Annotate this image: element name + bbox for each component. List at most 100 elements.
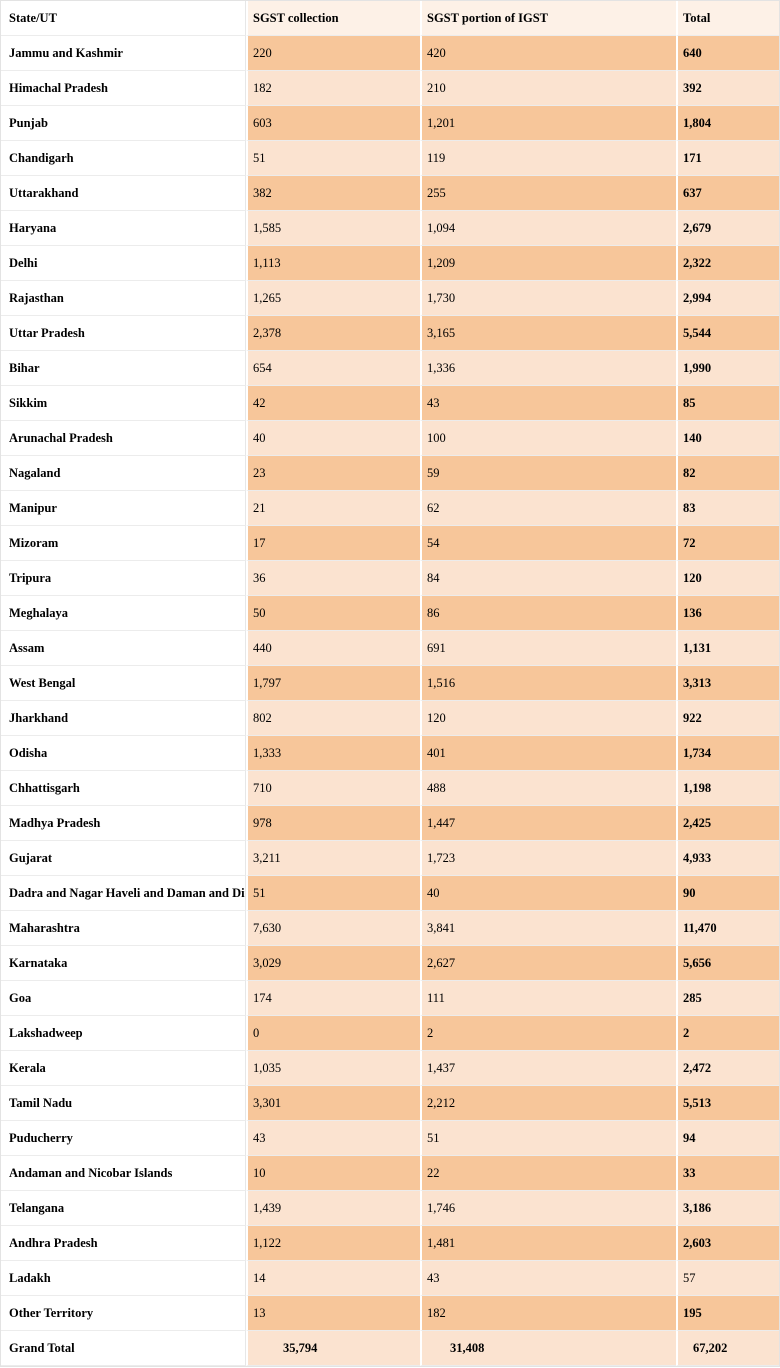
state-name-cell: Meghalaya <box>1 596 246 631</box>
grand-total-label-cell: Grand Total <box>1 1331 246 1366</box>
state-name-cell: Gujarat <box>1 841 246 876</box>
total-value: 1,198 <box>676 771 779 806</box>
igst-portion-value: 100 <box>420 421 676 456</box>
state-name-cell: Puducherry <box>1 1121 246 1156</box>
state-name-cell: Jharkhand <box>1 701 246 736</box>
total-value: 57 <box>676 1261 779 1296</box>
sgst-collection-value: 1,585 <box>246 211 420 246</box>
sgst-collection-value: 21 <box>246 491 420 526</box>
igst-portion-value: 1,730 <box>420 281 676 316</box>
table-row: Mizoram 17 54 72 <box>1 526 779 561</box>
state-name-cell: Dadra and Nagar Haveli and Daman and Diu <box>1 876 246 911</box>
state-name-cell: Arunachal Pradesh <box>1 421 246 456</box>
sgst-collection-value: 23 <box>246 456 420 491</box>
total-value: 3,186 <box>676 1191 779 1226</box>
grand-total-igst-value: 31,408 <box>420 1331 676 1366</box>
total-value: 285 <box>676 981 779 1016</box>
table-row: Uttar Pradesh 2,378 3,165 5,544 <box>1 316 779 351</box>
table-header: State/UT SGST collection SGST portion of… <box>1 1 779 36</box>
total-value: 140 <box>676 421 779 456</box>
total-value: 5,544 <box>676 316 779 351</box>
table-row: Other Territory 13 182 195 <box>1 1296 779 1331</box>
sgst-collection-value: 1,035 <box>246 1051 420 1086</box>
state-name-cell: Mizoram <box>1 526 246 561</box>
column-header-sgst-portion-igst: SGST portion of IGST <box>420 1 676 36</box>
table-row: West Bengal 1,797 1,516 3,313 <box>1 666 779 701</box>
sgst-collection-value: 802 <box>246 701 420 736</box>
sgst-collection-value: 10 <box>246 1156 420 1191</box>
igst-portion-value: 62 <box>420 491 676 526</box>
table-row: Ladakh 14 43 57 <box>1 1261 779 1296</box>
sgst-collection-value: 182 <box>246 71 420 106</box>
table-row: Maharashtra 7,630 3,841 11,470 <box>1 911 779 946</box>
table-row: Meghalaya 50 86 136 <box>1 596 779 631</box>
table-row: Goa 174 111 285 <box>1 981 779 1016</box>
state-name-cell: Kerala <box>1 1051 246 1086</box>
total-value: 2,603 <box>676 1226 779 1261</box>
igst-portion-value: 40 <box>420 876 676 911</box>
igst-portion-value: 84 <box>420 561 676 596</box>
igst-portion-value: 54 <box>420 526 676 561</box>
state-name-cell: Tamil Nadu <box>1 1086 246 1121</box>
igst-portion-value: 1,336 <box>420 351 676 386</box>
igst-portion-value: 2,212 <box>420 1086 676 1121</box>
total-value: 5,513 <box>676 1086 779 1121</box>
state-name-cell: Telangana <box>1 1191 246 1226</box>
state-name-cell: Madhya Pradesh <box>1 806 246 841</box>
total-value: 5,656 <box>676 946 779 981</box>
state-name-cell: Jammu and Kashmir <box>1 36 246 71</box>
igst-portion-value: 401 <box>420 736 676 771</box>
table-row: Sikkim 42 43 85 <box>1 386 779 421</box>
state-name-cell: Andaman and Nicobar Islands <box>1 1156 246 1191</box>
sgst-collection-value: 654 <box>246 351 420 386</box>
state-name-cell: Delhi <box>1 246 246 281</box>
total-value: 195 <box>676 1296 779 1331</box>
table-row: Andaman and Nicobar Islands 10 22 33 <box>1 1156 779 1191</box>
total-value: 3,313 <box>676 666 779 701</box>
igst-portion-value: 182 <box>420 1296 676 1331</box>
table-row: Arunachal Pradesh 40 100 140 <box>1 421 779 456</box>
sgst-collection-value: 1,122 <box>246 1226 420 1261</box>
column-header-state-ut: State/UT <box>1 1 246 36</box>
state-name-cell: Goa <box>1 981 246 1016</box>
total-value: 72 <box>676 526 779 561</box>
total-value: 2,472 <box>676 1051 779 1086</box>
total-value: 922 <box>676 701 779 736</box>
grand-total-total-value: 67,202 <box>676 1331 779 1366</box>
sgst-collection-value: 382 <box>246 176 420 211</box>
total-value: 1,131 <box>676 631 779 666</box>
igst-portion-value: 3,841 <box>420 911 676 946</box>
state-name-cell: Karnataka <box>1 946 246 981</box>
igst-portion-value: 2 <box>420 1016 676 1051</box>
sgst-collection-value: 40 <box>246 421 420 456</box>
igst-portion-value: 59 <box>420 456 676 491</box>
total-value: 637 <box>676 176 779 211</box>
sgst-collection-value: 3,211 <box>246 841 420 876</box>
state-name-cell: Nagaland <box>1 456 246 491</box>
igst-portion-value: 1,723 <box>420 841 676 876</box>
total-value: 120 <box>676 561 779 596</box>
sgst-collection-value: 50 <box>246 596 420 631</box>
sgst-collection-value: 0 <box>246 1016 420 1051</box>
grand-total-row: Grand Total 35,794 31,408 67,202 <box>1 1331 779 1366</box>
state-name-cell: Odisha <box>1 736 246 771</box>
state-name-cell: Rajasthan <box>1 281 246 316</box>
igst-portion-value: 43 <box>420 1261 676 1296</box>
igst-portion-value: 1,201 <box>420 106 676 141</box>
state-name-cell: Uttar Pradesh <box>1 316 246 351</box>
state-name-cell: Ladakh <box>1 1261 246 1296</box>
sgst-collection-value: 1,439 <box>246 1191 420 1226</box>
total-value: 2,322 <box>676 246 779 281</box>
total-value: 2,994 <box>676 281 779 316</box>
total-value: 2,425 <box>676 806 779 841</box>
sgst-collection-value: 43 <box>246 1121 420 1156</box>
igst-portion-value: 86 <box>420 596 676 631</box>
sgst-collection-value: 3,029 <box>246 946 420 981</box>
table-row: Puducherry 43 51 94 <box>1 1121 779 1156</box>
igst-portion-value: 111 <box>420 981 676 1016</box>
table-row: Punjab 603 1,201 1,804 <box>1 106 779 141</box>
sgst-collection-value: 1,797 <box>246 666 420 701</box>
sgst-collection-value: 14 <box>246 1261 420 1296</box>
total-value: 85 <box>676 386 779 421</box>
table-row: Manipur 21 62 83 <box>1 491 779 526</box>
